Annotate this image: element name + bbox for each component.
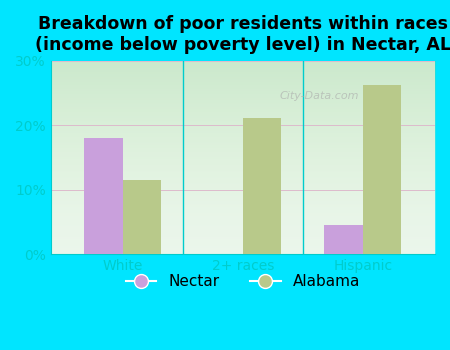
Bar: [363, 85, 401, 254]
Legend: Nectar, Alabama: Nectar, Alabama: [119, 268, 366, 295]
Bar: [123, 180, 161, 254]
Bar: [243, 118, 281, 254]
Bar: [324, 225, 363, 254]
Title: Breakdown of poor residents within races
(income below poverty level) in Nectar,: Breakdown of poor residents within races…: [35, 15, 450, 54]
Text: City-Data.com: City-Data.com: [280, 91, 360, 101]
Bar: [84, 138, 123, 254]
